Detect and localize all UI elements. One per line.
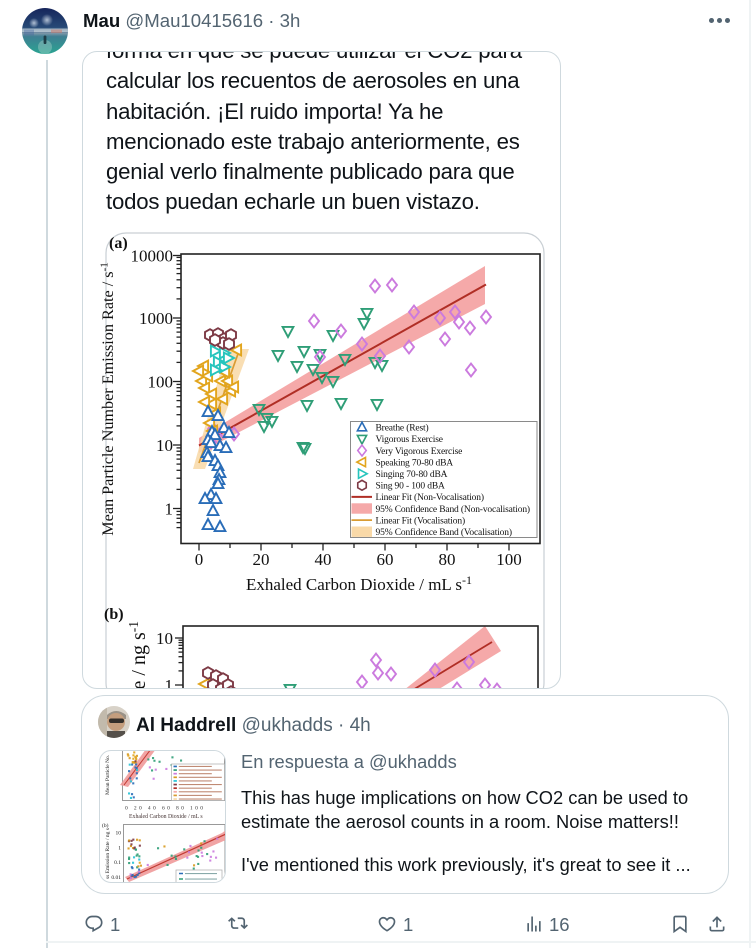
svg-text:Sing 90 - 100 dBA: Sing 90 - 100 dBA <box>376 482 446 492</box>
svg-text:Singing 70-80 dBA: Singing 70-80 dBA <box>376 470 448 480</box>
svg-text:Mean Particle Number Emission: Mean Particle Number Emission Rate / s-1 <box>99 262 118 536</box>
svg-text:60: 60 <box>377 550 394 569</box>
svg-text:Very Vigorous Exercise: Very Vigorous Exercise <box>376 447 463 457</box>
svg-text:(a): (a) <box>109 235 128 252</box>
svg-text:Vigorous Exercise: Vigorous Exercise <box>376 435 443 445</box>
svg-text:80: 80 <box>439 550 456 569</box>
svg-text:10: 10 <box>115 831 121 837</box>
svg-text:ss Emission Rate / ng s: ss Emission Rate / ng s <box>105 828 111 879</box>
svg-text:10000: 10000 <box>131 247 174 266</box>
svg-text:(b): (b) <box>102 822 109 829</box>
svg-text:Breathe (Rest): Breathe (Rest) <box>376 423 429 434</box>
svg-text:0 20 40 60 80 100: 0 20 40 60 80 100 <box>125 806 203 812</box>
svg-text:100: 100 <box>496 550 522 569</box>
svg-text:10: 10 <box>156 436 173 455</box>
svg-text:Linear Fit (Vocalisation): Linear Fit (Vocalisation) <box>376 515 465 526</box>
svg-text:95% Confidence Band (Non-vocal: 95% Confidence Band (Non-vocalisation) <box>376 504 530 515</box>
svg-text:0: 0 <box>195 550 204 569</box>
svg-text:Exhaled Carbon Dioxide / mL s-: Exhaled Carbon Dioxide / mL s-1 <box>246 573 472 594</box>
svg-text:1000: 1000 <box>139 309 173 328</box>
svg-text:Speaking 70-80 dBA: Speaking 70-80 dBA <box>376 458 454 468</box>
svg-text:1: 1 <box>165 676 174 689</box>
svg-text:1: 1 <box>118 845 121 851</box>
svg-text:Mean Particle No.: Mean Particle No. <box>105 754 111 795</box>
svg-text:Linear Fit (Non-Vocalisation): Linear Fit (Non-Vocalisation) <box>376 492 484 503</box>
svg-text:10: 10 <box>156 629 173 648</box>
svg-text:Exhaled Carbon Dioxide / mL s: Exhaled Carbon Dioxide / mL s <box>129 814 203 820</box>
svg-text:1: 1 <box>165 500 174 519</box>
svg-text:100: 100 <box>148 373 174 392</box>
svg-text:95% Confidence Band (Vocalisat: 95% Confidence Band (Vocalisation) <box>376 527 512 538</box>
svg-text:20: 20 <box>253 550 270 569</box>
svg-text:0.01: 0.01 <box>111 875 121 881</box>
svg-text:(b): (b) <box>104 606 124 623</box>
svg-text:0.1: 0.1 <box>114 860 121 866</box>
svg-text:40: 40 <box>315 550 332 569</box>
